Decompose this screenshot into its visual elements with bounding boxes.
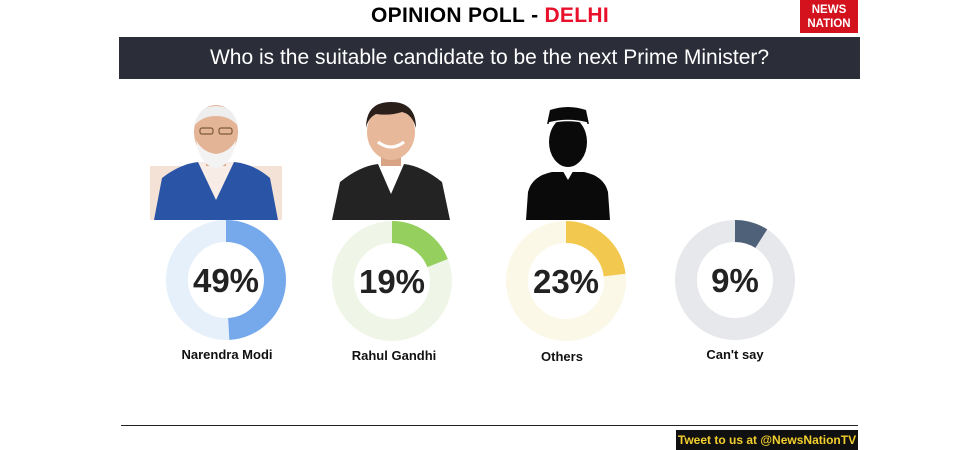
footer-divider — [121, 425, 858, 426]
candidate-portrait-gandhi — [332, 102, 450, 220]
poll-title-text: OPINION POLL — [371, 4, 526, 27]
candidate-label-gandhi: Rahul Gandhi — [351, 348, 437, 363]
logo-line-1: NEWS — [811, 4, 847, 16]
title-separator: - — [531, 4, 539, 27]
tweet-banner: Tweet to us at @NewsNationTV — [676, 430, 858, 450]
candidate-label-others: Others — [541, 349, 583, 364]
question-banner: Who is the suitable candidate to be the … — [119, 37, 860, 79]
donut-slice-cant-say — [675, 220, 795, 340]
news-nation-logo: NEWS NATION — [800, 0, 858, 33]
percent-label-others: 23% — [533, 263, 599, 300]
donut-slice-modi — [166, 220, 286, 340]
candidate-portrait-modi — [150, 105, 282, 220]
question-text: Who is the suitable candidate to be the … — [209, 46, 770, 69]
candidate-label-cant-say: Can't say — [706, 347, 764, 362]
tweet-text: Tweet to us at @NewsNationTV — [677, 433, 857, 447]
page-title: OPINION POLL - DELHI — [0, 4, 980, 28]
percent-label-gandhi: 19% — [359, 263, 425, 300]
logo-line-2: NATION — [807, 18, 851, 30]
donut-slice-gandhi — [332, 221, 452, 341]
percent-label-modi: 49% — [193, 262, 259, 299]
candidate-label-modi: Narendra Modi — [181, 347, 273, 362]
percent-label-cant-say: 9% — [711, 262, 759, 299]
donut-slice-others — [506, 221, 626, 341]
silhouette-icon — [526, 107, 610, 220]
poll-city: DELHI — [544, 4, 609, 27]
